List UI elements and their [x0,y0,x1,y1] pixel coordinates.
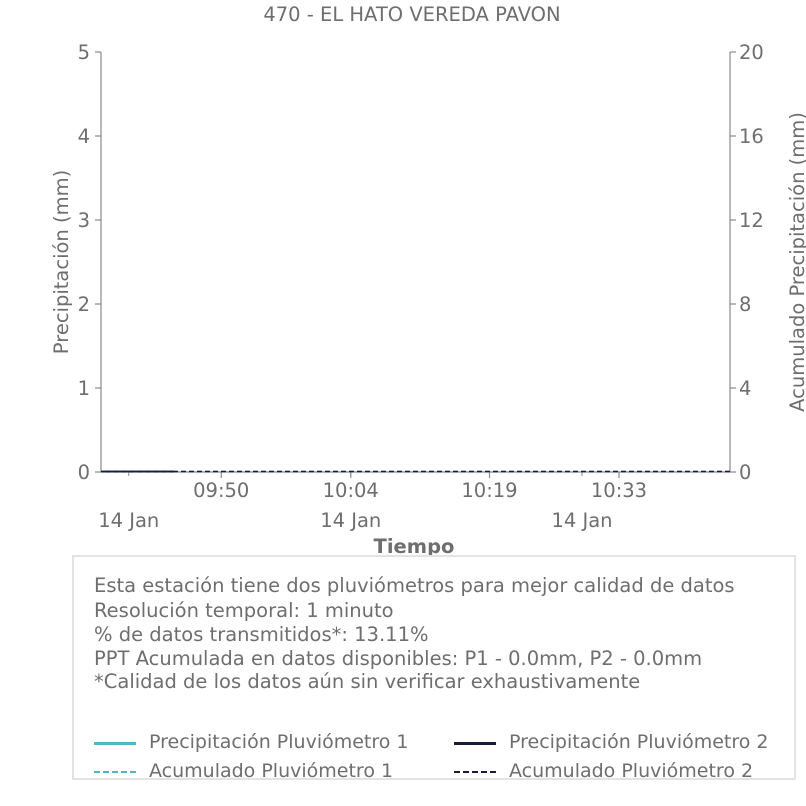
y2-tick-label: 20 [739,41,764,64]
chart-title: 470 - EL HATO VEREDA PAVON [263,3,560,26]
y2-axis-label: Acumulado Precipitación (mm) [786,112,806,412]
date-tick-label: 14 Jan [551,509,612,532]
y-tick-label: 0 [78,461,90,484]
y-tick-label: 1 [78,377,90,400]
legend-swatch-acum-p1 [94,771,136,773]
y-tick-label: 3 [78,209,90,232]
y-tick-label: 4 [78,125,90,148]
legend-label-acum-p1: Acumulado Pluviómetro 1 [149,760,394,782]
date-tick-label: 14 Jan [320,509,381,532]
legend-swatch-acum-p2 [454,771,496,773]
legend-swatch-precip-p1 [94,742,136,745]
y-tick-label: 5 [78,41,90,64]
x-tick-label: 10:33 [591,479,647,502]
y-tick-label: 2 [78,293,90,316]
info-line-quality-note: *Calidad de los datos aún sin verificar … [94,670,641,693]
date-tick-label: 14 Jan [98,509,159,532]
legend-label-precip-p2: Precipitación Pluviómetro 2 [509,731,769,753]
legend-swatch-precip-p2 [454,742,496,745]
x-axis-label: Tiempo [374,535,455,558]
y2-tick-label: 12 [739,209,764,232]
y-axis-label: Precipitación (mm) [50,170,73,354]
info-line-accumulated: PPT Acumulada en datos disponibles: P1 -… [94,647,703,670]
x-tick-label: 10:19 [461,479,517,502]
legend-label-acum-p2: Acumulado Pluviómetro 2 [509,760,754,782]
info-line-resolution: Resolución temporal: 1 minuto [94,599,394,622]
y2-tick-label: 16 [739,125,764,148]
y2-tick-label: 0 [739,461,751,484]
info-legend-box: Esta estación tiene dos pluviómetros par… [72,555,796,782]
y2-tick-label: 4 [739,377,751,400]
legend-label-precip-p1: Precipitación Pluviómetro 1 [149,731,409,753]
info-line-stations: Esta estación tiene dos pluviómetros par… [94,574,735,597]
x-tick-label: 09:50 [193,479,249,502]
y2-tick-label: 8 [739,293,751,316]
x-tick-label: 10:04 [323,479,379,502]
info-line-transmitted: % de datos transmitidos*: 13.11% [94,623,429,646]
